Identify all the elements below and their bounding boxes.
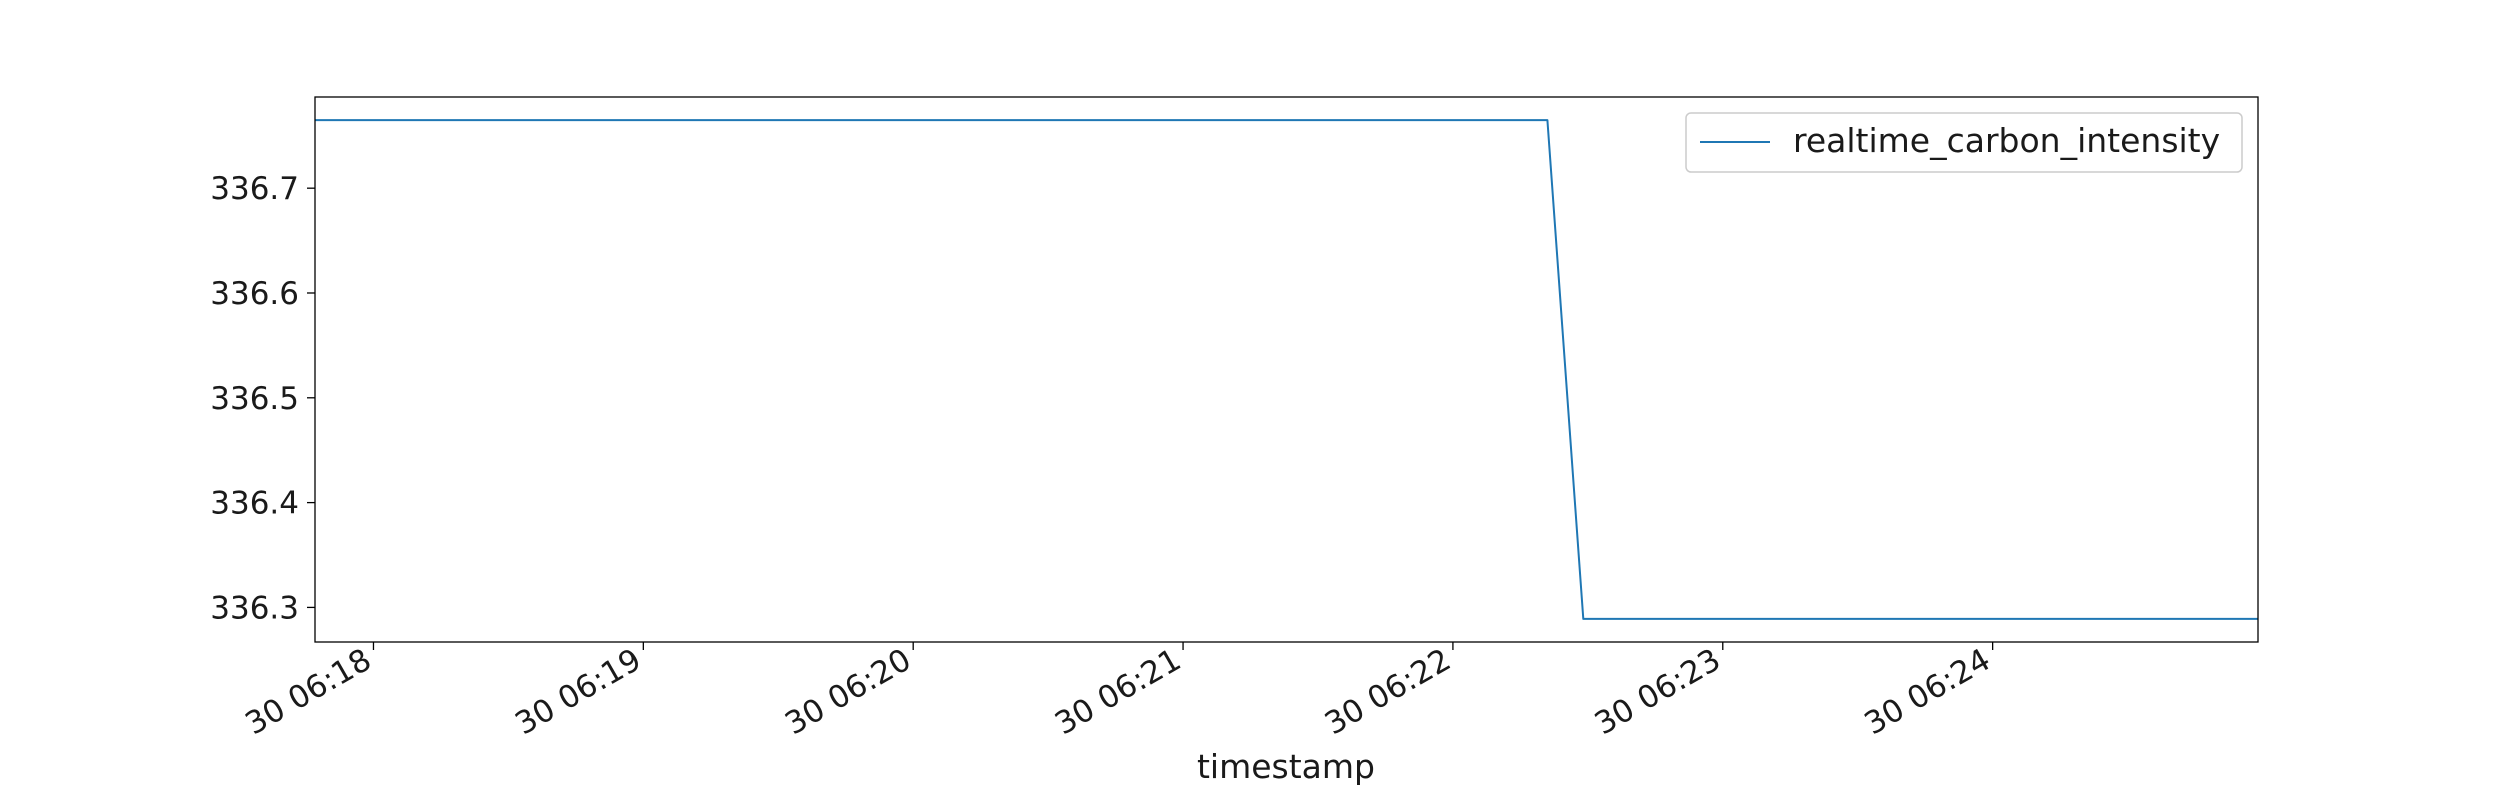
legend-label-realtime-carbon-intensity: realtime_carbon_intensity [1793, 121, 2220, 160]
series-line-realtime-carbon-intensity [315, 119, 2258, 620]
legend-box [1685, 112, 2243, 173]
y-tick-label: 336.7 [210, 171, 299, 207]
legend: realtime_carbon_intensity [1685, 112, 2243, 173]
y-tick-label: 336.4 [210, 486, 299, 522]
series-layer [315, 119, 2258, 620]
x-axis-label: timestamp [1197, 747, 1375, 786]
y-tick-label: 336.6 [210, 276, 299, 312]
y-tick-label: 336.3 [210, 590, 299, 626]
y-tick-label: 336.5 [210, 381, 299, 417]
y-axis: 336.3 336.4 336.5 336.6 336.7 [210, 171, 315, 626]
plot-area-frame [314, 96, 2259, 643]
